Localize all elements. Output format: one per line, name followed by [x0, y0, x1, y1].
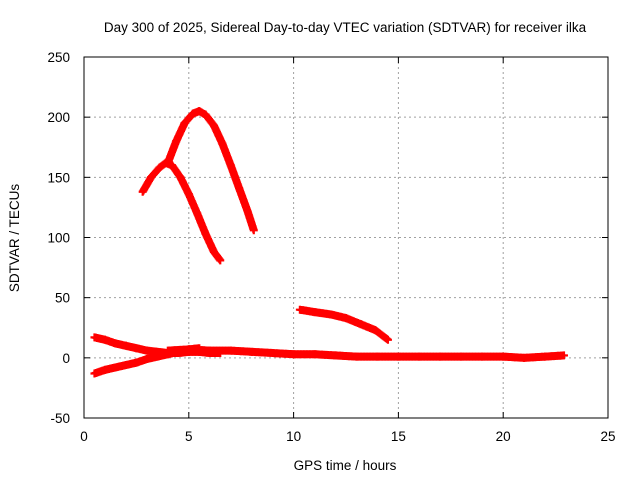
series-arc-3 — [295, 305, 392, 344]
y-tick-label: 150 — [47, 170, 70, 185]
series-arc-1 — [138, 158, 225, 265]
x-tick-label: 20 — [496, 429, 511, 444]
series-arc-6 — [163, 345, 568, 362]
data-point — [383, 335, 392, 344]
x-axis-ticks: 0 5 10 15 20 25 — [80, 57, 616, 444]
data-point — [216, 256, 225, 265]
y-tick-label: 200 — [47, 110, 70, 125]
y-tick-label: 250 — [47, 50, 70, 65]
grid-lines — [84, 57, 608, 418]
plot-frame — [83, 56, 609, 419]
data-point — [559, 351, 568, 360]
y-tick-label: -50 — [50, 411, 70, 426]
x-tick-label: 10 — [286, 429, 301, 444]
x-tick-label: 0 — [80, 429, 88, 444]
x-tick-label: 15 — [391, 429, 406, 444]
data-point — [249, 226, 258, 235]
data-series — [90, 107, 568, 378]
x-axis-label: GPS time / hours — [294, 458, 397, 473]
y-tick-label: 0 — [62, 351, 70, 366]
x-tick-label: 25 — [600, 429, 615, 444]
chart-title: Day 300 of 2025, Sidereal Day-to-day VTE… — [104, 20, 587, 35]
y-axis-label: SDTVAR / TECUs — [7, 184, 22, 293]
y-tick-label: 50 — [55, 291, 70, 306]
y-tick-label: 100 — [47, 231, 70, 246]
x-tick-label: 5 — [185, 429, 193, 444]
y-axis-ticks: -50 0 50 100 150 200 250 — [47, 50, 608, 426]
series-arc-2 — [163, 107, 258, 235]
